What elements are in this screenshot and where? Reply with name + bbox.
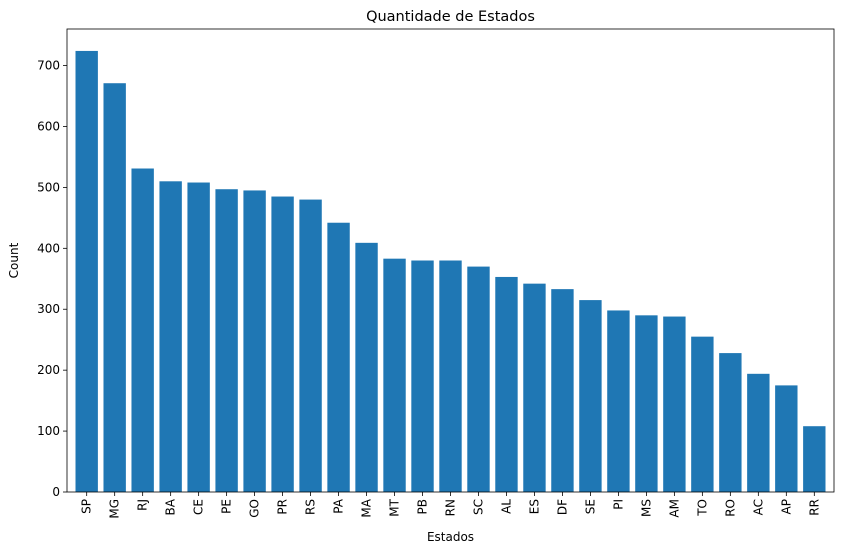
x-tick-label: RO — [723, 499, 737, 517]
x-tick-label: PI — [611, 499, 625, 510]
x-tick-label: PE — [220, 499, 234, 514]
x-tick-label: SC — [471, 499, 485, 515]
bar-al — [495, 276, 518, 492]
x-tick-label: TO — [695, 499, 709, 517]
y-tick-label: 500 — [37, 180, 60, 194]
x-tick-label: ES — [527, 499, 541, 514]
y-tick-label: 700 — [37, 59, 60, 73]
bar-rs — [299, 199, 322, 492]
bar-go — [243, 190, 266, 492]
x-ticks-group: SP MG RJ BA CE PE GO PR RS PA MA MT PB RN SC AL ES DF SE PI… — [80, 492, 821, 519]
bar-df — [551, 289, 574, 492]
x-tick-label: RJ — [136, 499, 150, 511]
y-tick-label: 0 — [52, 485, 60, 499]
y-tick-label: 100 — [37, 424, 60, 438]
bar-pe — [215, 189, 238, 493]
x-tick-label: PA — [332, 498, 346, 513]
x-tick-label: AM — [667, 499, 681, 518]
bar-am — [663, 316, 686, 492]
bar-es — [523, 283, 546, 492]
bar-se — [579, 300, 602, 492]
x-tick-label: SP — [80, 499, 94, 514]
bar-ce — [187, 182, 210, 492]
x-tick-label: RR — [807, 499, 821, 516]
bar-ms — [635, 315, 658, 492]
bar-rr — [803, 426, 826, 492]
bar-pr — [271, 196, 294, 492]
bar-mg — [103, 83, 126, 493]
x-tick-label: PB — [416, 499, 430, 514]
y-tick-label: 300 — [37, 302, 60, 316]
y-tick-label: 600 — [37, 119, 60, 133]
bar-pi — [607, 310, 630, 492]
bar-pa — [327, 222, 350, 492]
x-tick-label: MA — [360, 498, 374, 517]
bar-ma — [355, 242, 378, 492]
y-ticks-group: 0 100 200 300 400 500 600 700 — [37, 59, 67, 499]
bar-mt — [383, 258, 406, 492]
x-tick-label: BA — [164, 498, 178, 515]
bar-sc — [467, 266, 490, 492]
y-tick-label: 400 — [37, 241, 60, 255]
plot-frame — [66, 28, 835, 493]
y-axis-label: Count — [7, 242, 21, 278]
x-tick-label: GO — [248, 499, 262, 518]
bar-ro — [719, 353, 742, 492]
x-tick-label: AP — [779, 499, 793, 514]
bar-ac — [747, 373, 770, 492]
bar-to — [691, 336, 714, 492]
bar-ap — [775, 385, 798, 492]
x-tick-label: MS — [639, 499, 653, 517]
x-tick-label: CE — [192, 499, 206, 515]
y-tick-label: 200 — [37, 363, 60, 377]
x-tick-label: SE — [583, 499, 597, 514]
bar-rj — [131, 168, 154, 492]
x-tick-label: RN — [444, 499, 458, 516]
x-tick-label: DF — [555, 499, 569, 515]
x-tick-label: AC — [751, 499, 765, 515]
bar-pb — [411, 260, 434, 492]
bar-rn — [439, 260, 462, 492]
bar-sp — [75, 50, 98, 492]
x-tick-label: RS — [304, 499, 318, 515]
bar-ba — [159, 181, 182, 493]
x-tick-label: MT — [388, 498, 402, 516]
bars-group — [75, 50, 826, 493]
x-tick-label: PR — [276, 499, 290, 515]
x-axis-label: Estados — [427, 530, 474, 544]
x-tick-label: AL — [499, 499, 513, 514]
chart-title: Quantidade de Estados — [366, 9, 535, 25]
x-tick-label: MG — [108, 499, 122, 519]
